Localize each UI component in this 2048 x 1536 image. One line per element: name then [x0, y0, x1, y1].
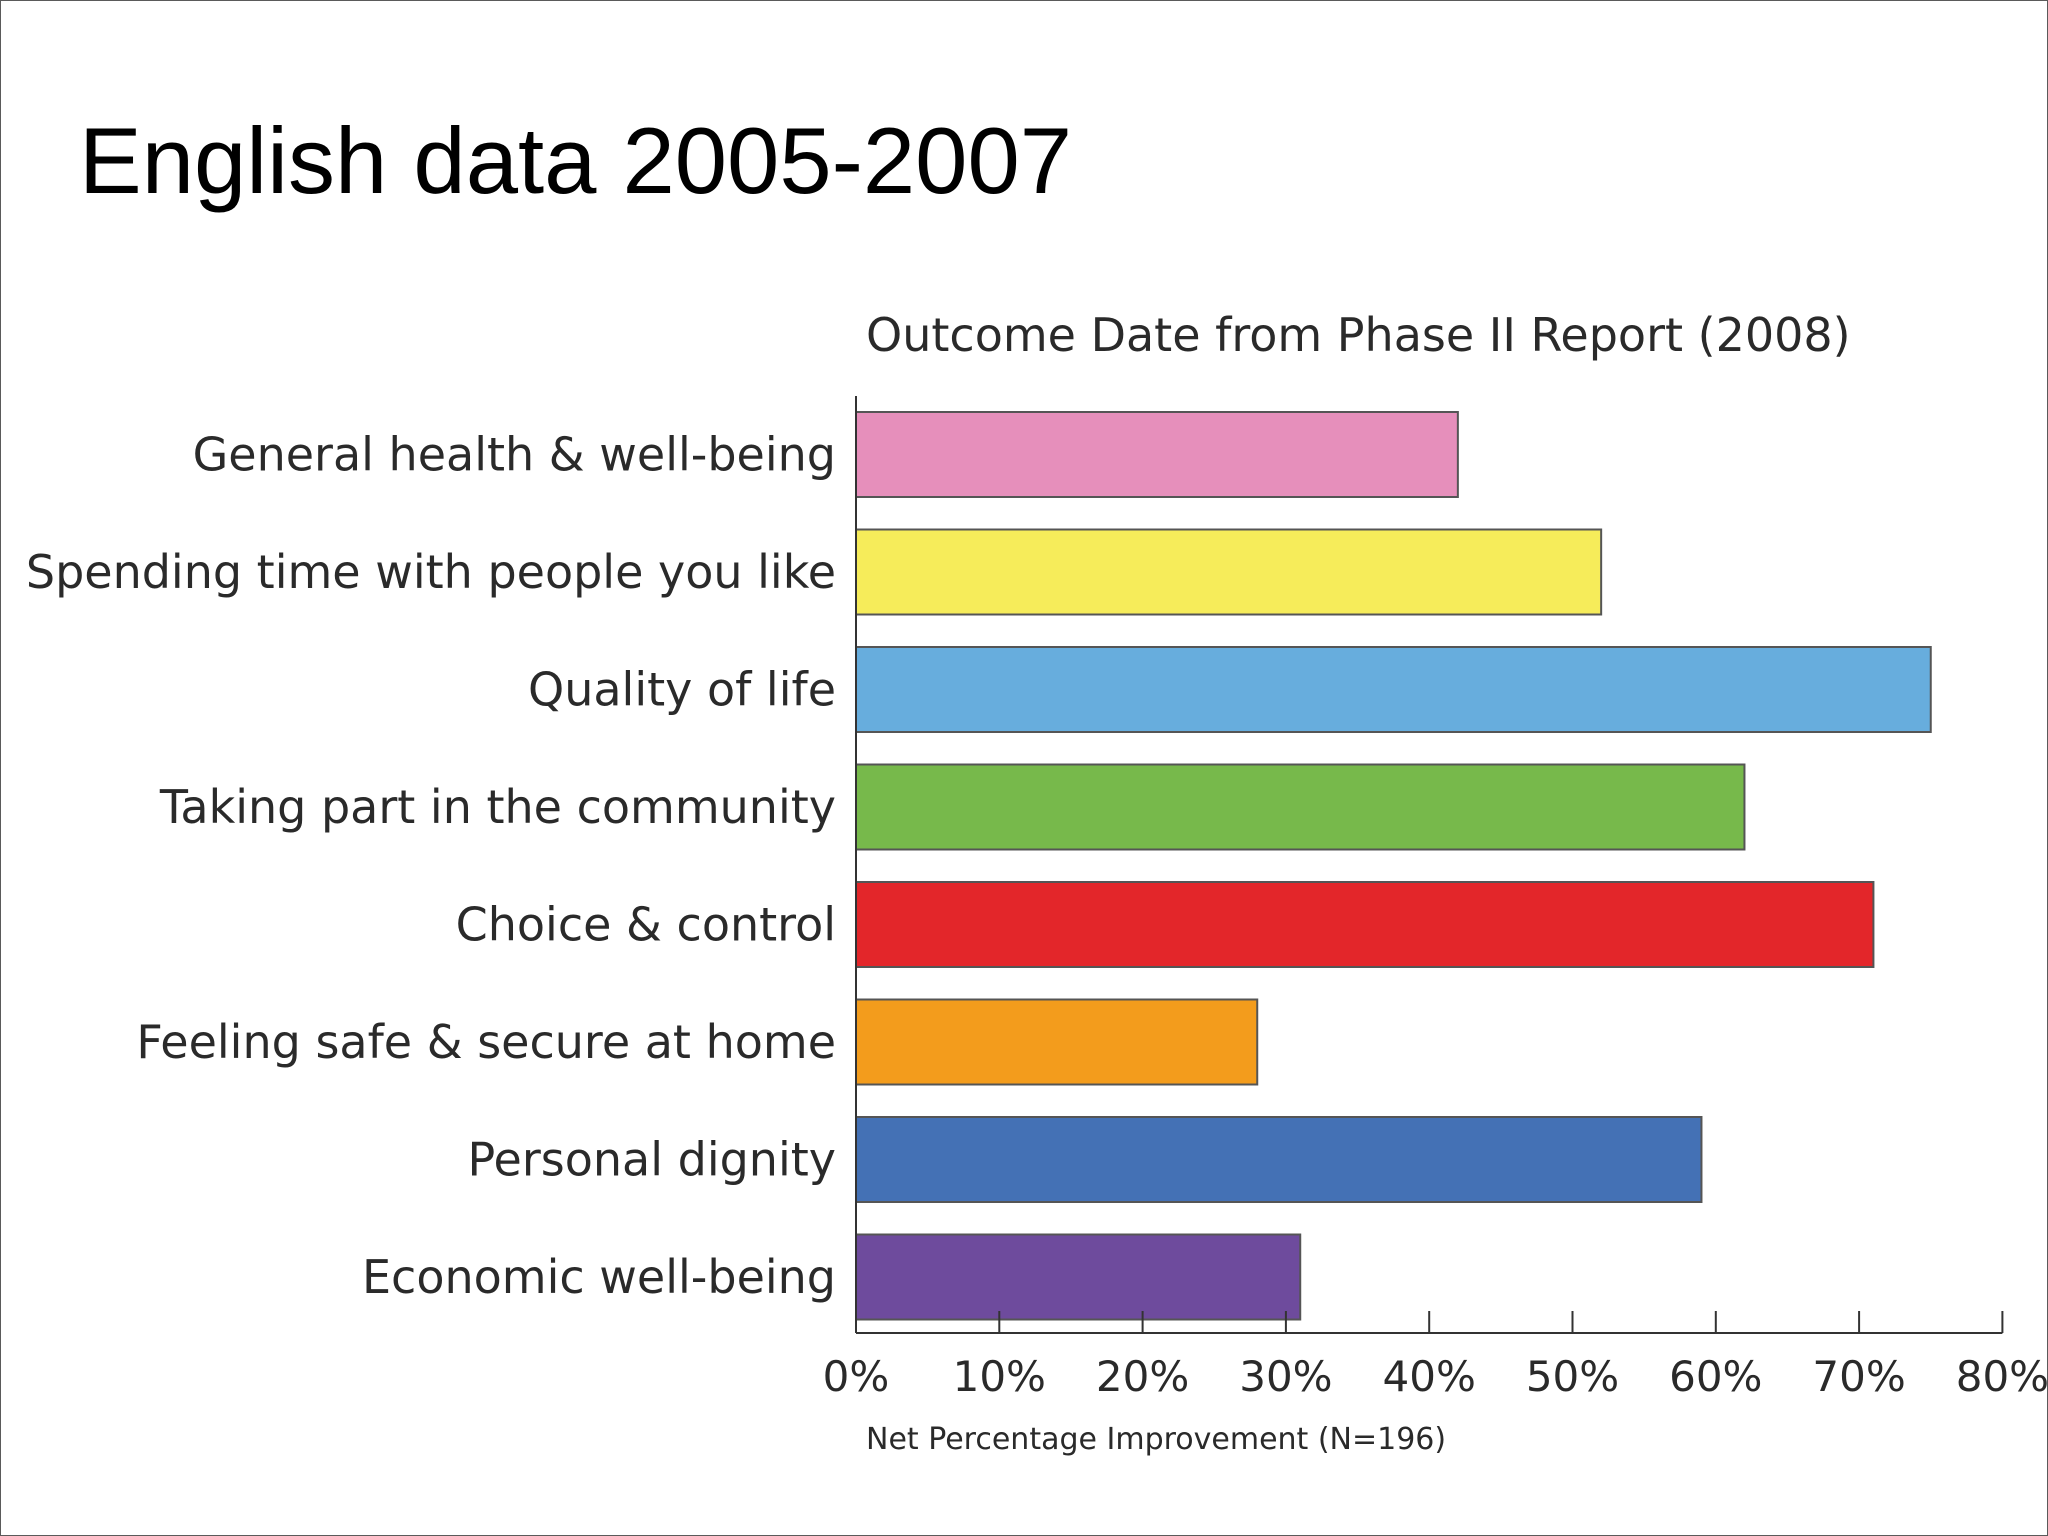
x-tick-label: 50% — [1526, 1352, 1619, 1401]
slide-title: English data 2005-2007 — [79, 108, 1073, 213]
x-tick-label: 60% — [1669, 1352, 1762, 1401]
bar — [855, 1233, 1302, 1321]
bar — [855, 763, 1746, 851]
category-label: Feeling safe & secure at home — [136, 1015, 836, 1069]
bar — [855, 646, 1932, 733]
bar — [855, 998, 1259, 1086]
x-tick-label: 80% — [1956, 1352, 2047, 1401]
bar — [855, 1116, 1703, 1203]
category-label: Personal dignity — [467, 1133, 836, 1187]
x-tick-label: 70% — [1812, 1352, 1905, 1401]
bar — [855, 411, 1459, 498]
category-label: Spending time with people you like — [26, 545, 836, 599]
x-tick-label: 0% — [823, 1352, 890, 1401]
bar — [855, 881, 1875, 968]
x-axis-label: Net Percentage Improvement (N=196) — [866, 1422, 1446, 1457]
category-label: Taking part in the community — [159, 780, 836, 834]
x-tick-label: 10% — [953, 1352, 1046, 1401]
x-tick-label: 20% — [1096, 1352, 1189, 1401]
category-label: Quality of life — [528, 663, 836, 717]
category-label: Choice & control — [456, 898, 836, 952]
x-tick-label: 40% — [1383, 1352, 1476, 1401]
category-label: Economic well-being — [362, 1250, 836, 1304]
category-label: General health & well-being — [193, 428, 836, 482]
x-tick-label: 30% — [1239, 1352, 1332, 1401]
chart-title: Outcome Date from Phase II Report (2008) — [866, 308, 1851, 362]
bar — [855, 528, 1603, 616]
